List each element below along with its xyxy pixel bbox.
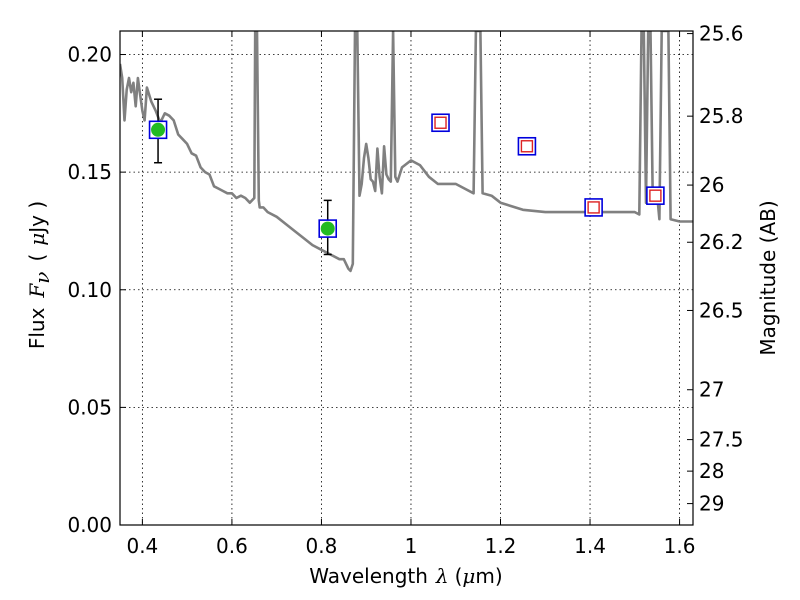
model-spectrum-line <box>120 31 693 273</box>
y-axis-paren: ( <box>25 254 49 262</box>
x-tick-label: 1 <box>405 534 418 558</box>
y-tick-label: 0.05 <box>67 395 112 419</box>
y-axis-unit: Jy ) <box>25 201 49 235</box>
x-tick-label: 1.4 <box>574 534 606 558</box>
right-tick-label: 26.2 <box>699 230 744 254</box>
x-tick-label: 0.8 <box>306 534 338 558</box>
x-axis-paren: ( <box>455 564 463 588</box>
y-axis-subscript: ν <box>30 272 54 284</box>
right-tick-label: 26.5 <box>699 298 744 322</box>
photometry-points <box>148 113 665 238</box>
x-axis-label-word: Wavelength <box>309 564 428 588</box>
upper-limit-marker <box>649 189 662 202</box>
x-axis-mu: μ <box>462 564 475 588</box>
model-photometry-square <box>431 113 450 133</box>
y-axis-mu: μ <box>25 233 49 246</box>
x-axis-symbol: λ <box>435 564 449 588</box>
y-tick-label: 0.15 <box>67 160 112 184</box>
right-tick-label: 29 <box>699 492 724 516</box>
x-tick-label: 1.6 <box>664 534 696 558</box>
grid <box>120 31 693 526</box>
y-tick-label: 0.20 <box>67 43 112 67</box>
right-tick-label: 27 <box>699 378 724 402</box>
right-tick-label: 25.6 <box>699 22 744 46</box>
y-tick-label: 0.00 <box>67 513 112 537</box>
right-axis-label: Magnitude (AB) <box>756 200 780 355</box>
plot-frame <box>119 30 694 526</box>
model-photometry-square <box>646 186 665 205</box>
upper-limit-marker <box>587 201 600 214</box>
right-tick-label: 27.5 <box>699 428 744 452</box>
detection-point <box>320 221 335 236</box>
tick-labels: 0.4 0.6 0.8 1 1.2 1.4 1.6 0.00 0.05 0.10 0.15 0.20 2… <box>67 22 743 558</box>
x-tick-label: 0.4 <box>126 534 158 558</box>
right-tick-label: 26 <box>699 173 724 197</box>
y-axis-label-word: Flux <box>25 307 49 349</box>
error-bars <box>154 98 332 256</box>
x-tick-label: 1.2 <box>485 534 517 558</box>
x-tick-label: 0.6 <box>216 534 248 558</box>
detection-point <box>151 122 166 137</box>
model-photometry-square <box>517 136 537 156</box>
axis-ticks <box>120 31 693 526</box>
y-tick-label: 0.10 <box>67 278 112 302</box>
right-tick-label: 25.8 <box>699 104 744 128</box>
x-axis-label: Wavelength λ (μm) <box>309 564 502 588</box>
upper-limit-marker <box>520 140 534 153</box>
model-spectrum <box>120 31 693 273</box>
y-axis-label: Flux Fν ( μJy ) <box>25 201 54 349</box>
model-photometry-square <box>584 198 603 217</box>
right-tick-label: 28 <box>699 459 724 483</box>
x-axis-unit: m) <box>475 564 502 588</box>
upper-limit-marker <box>434 116 447 129</box>
y-axis-symbol: F <box>25 283 49 299</box>
